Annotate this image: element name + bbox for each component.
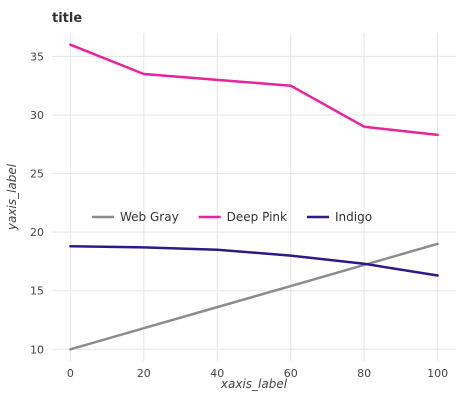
series-line-indigo [69, 244, 439, 277]
plot-background [52, 33, 456, 361]
y-axis-title: yaxis_label [5, 163, 19, 231]
y-tick-label: 35 [30, 50, 44, 63]
x-tick-label: 20 [137, 367, 151, 380]
tick-labels: 0 20 40 60 80 100 10 15 20 25 30 35 [30, 50, 448, 380]
x-axis-title: xaxis_label [220, 377, 288, 391]
y-tick-label: 25 [30, 168, 44, 181]
series-line-deep-pink [69, 43, 439, 137]
x-tick-label: 80 [357, 367, 371, 380]
chart-title: title [52, 11, 82, 26]
y-tick-label: 30 [30, 109, 44, 122]
legend-label: Deep Pink [227, 210, 287, 224]
grid [52, 33, 456, 361]
y-tick-label: 20 [30, 226, 44, 239]
legend-label: Web Gray [120, 210, 179, 224]
series-lines [69, 43, 439, 351]
series-line-web-gray [69, 242, 439, 351]
y-tick-label: 10 [30, 343, 44, 356]
x-tick-label: 0 [67, 367, 74, 380]
y-tick-label: 15 [30, 285, 44, 298]
legend-label: Indigo [335, 210, 372, 224]
x-tick-label: 60 [284, 367, 298, 380]
x-tick-label: 40 [210, 367, 224, 380]
legend: Web Gray Deep Pink Indigo [92, 210, 372, 224]
x-tick-label: 100 [427, 367, 448, 380]
